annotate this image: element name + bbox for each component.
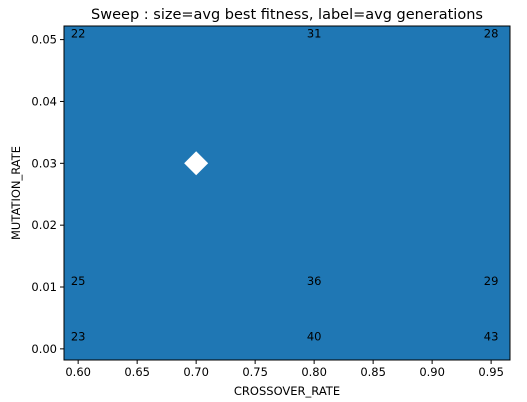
y-tick-label: 0.04 [31, 94, 57, 108]
chart-title: Sweep : size=avg best fitness, label=avg… [91, 7, 483, 23]
x-axis-label: CROSSOVER_RATE [234, 384, 340, 398]
x-tick-label: 0.65 [124, 365, 150, 379]
point-label: 25 [71, 274, 86, 288]
point-label: 22 [71, 26, 86, 40]
x-tick-label: 0.70 [183, 365, 209, 379]
point-label: 43 [484, 329, 499, 343]
point-label: 28 [484, 26, 499, 40]
point-label: 36 [307, 274, 322, 288]
x-tick-label: 0.95 [478, 365, 504, 379]
point-label: 40 [307, 329, 322, 343]
y-tick-label: 0.05 [31, 33, 57, 47]
x-axis: 0.60 0.65 0.70 0.75 0.80 0.85 0.90 0.95 [65, 360, 504, 379]
highlight-diamond-marker [184, 151, 209, 176]
x-tick-label: 0.85 [360, 365, 386, 379]
point-label: 29 [484, 274, 499, 288]
y-tick-label: 0.02 [31, 218, 57, 232]
plot-area [63, 25, 511, 361]
y-axis-label: MUTATION_RATE [9, 146, 23, 240]
data-points: 22 31 28 25 36 29 23 40 43 [71, 26, 499, 343]
y-tick-label: 0.00 [31, 342, 57, 356]
x-tick-label: 0.60 [65, 365, 91, 379]
y-tick-label: 0.03 [31, 156, 57, 170]
y-axis: 0.00 0.01 0.02 0.03 0.04 0.05 [31, 33, 64, 356]
point-label: 23 [71, 329, 86, 343]
x-tick-label: 0.80 [301, 365, 327, 379]
x-tick-label: 0.75 [242, 365, 268, 379]
point-label: 31 [307, 26, 322, 40]
y-tick-label: 0.01 [31, 280, 57, 294]
x-tick-label: 0.90 [419, 365, 445, 379]
